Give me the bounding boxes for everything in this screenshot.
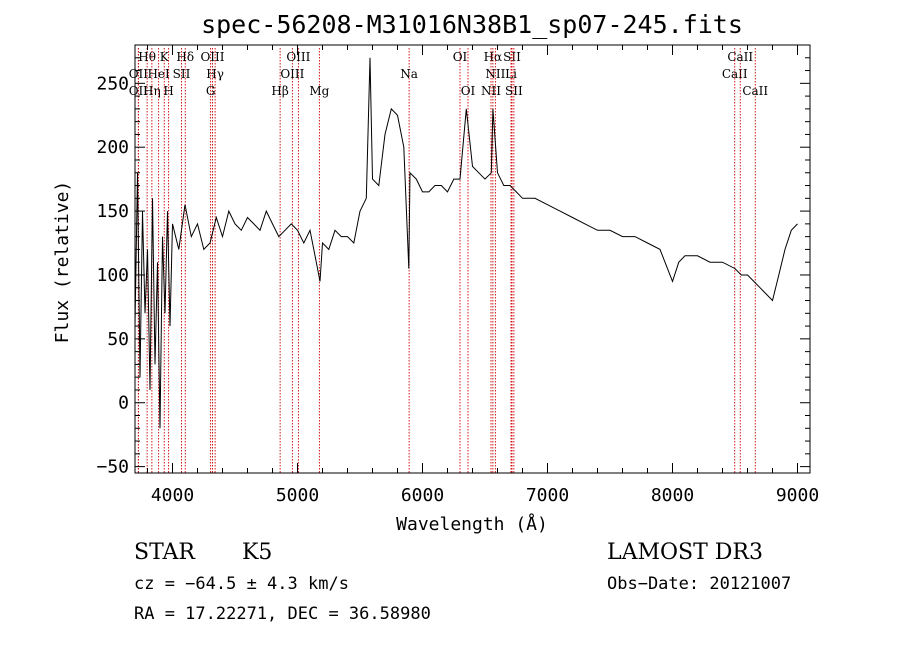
plot-frame (134, 44, 811, 474)
spectral-line-label: SII (505, 84, 523, 98)
spectral-line-label: OI (461, 84, 476, 98)
spectral-line-label: OII (129, 84, 149, 98)
spectral-line-label: NII (485, 67, 505, 81)
spectral-line-label: OIII (200, 50, 224, 64)
x-tick-label: 6000 (401, 485, 444, 506)
spectral-line-label: OI (453, 50, 468, 64)
spectral-line-label: G (206, 84, 216, 98)
spectral-line-label: K (160, 50, 170, 64)
spectral-line-label: HeI (147, 67, 170, 81)
spectral-line-label: Hα (484, 50, 503, 64)
survey-name: LAMOST DR3 (607, 540, 763, 565)
chart-title: spec-56208-M31016N38B1_sp07-245.fits (201, 10, 743, 39)
spectral-line-label: Hδ (176, 50, 194, 64)
observation-date: Obs−Date: 20121007 (607, 574, 791, 594)
spectral-line-label: Hη (143, 84, 161, 98)
spectral-line-label: OII (129, 67, 149, 81)
x-tick-label: 4000 (151, 485, 194, 506)
y-tick-label: −50 (96, 457, 129, 478)
object-class: STAR (134, 540, 196, 565)
spectral-line-label: SII (173, 67, 191, 81)
spectral-line-label: OIII (280, 67, 304, 81)
spectral-line-label: CaII (742, 84, 768, 98)
spectral-line-label: OIII (286, 50, 310, 64)
spectral-line-label: CaII (722, 67, 748, 81)
spectral-line-label: Li (505, 67, 517, 81)
x-tick-label: 9000 (776, 485, 819, 506)
x-tick-label: 8000 (651, 485, 694, 506)
x-tick-label: 7000 (526, 485, 569, 506)
axis-ticks: 4000 5000 6000 7000 8000 9000 −50 0 50 100 150 200 2… (96, 45, 819, 506)
spectral-line-label: Hγ (206, 67, 224, 81)
spectral-line-label: H (163, 84, 173, 98)
spectrum-series-line (134, 57, 798, 429)
spectral-line-label: SII (503, 50, 521, 64)
x-tick-label: 5000 (276, 485, 319, 506)
object-subclass: K5 (242, 540, 272, 565)
spectral-line-label: Na (400, 67, 418, 81)
ra-dec-coordinates: RA = 17.22271, DEC = 36.58980 (134, 604, 431, 624)
y-tick-label: 0 (118, 393, 129, 414)
spectral-line-label: Hθ (138, 50, 156, 64)
spectral-line-label: Hβ (271, 84, 288, 98)
spectral-line-label: CaII (727, 50, 753, 64)
y-axis-title: Flux (relative) (52, 181, 73, 344)
y-tick-label: 50 (107, 329, 129, 350)
redshift-velocity: cz = −64.5 ± 4.3 km/s (134, 574, 349, 594)
y-tick-label: 200 (96, 137, 129, 158)
spectral-line-label: Mg (309, 84, 329, 98)
y-tick-label: 250 (96, 73, 129, 94)
y-tick-label: 150 (96, 201, 129, 222)
x-axis-title: Wavelength (Å) (396, 513, 548, 535)
y-tick-label: 100 (96, 265, 129, 286)
spectral-line-label: NII (481, 84, 501, 98)
